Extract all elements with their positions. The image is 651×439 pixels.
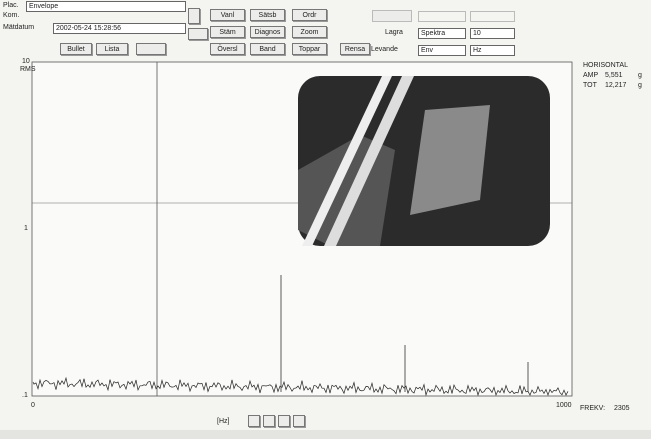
toolbar-button[interactable]: Sätsb — [250, 9, 285, 21]
toolbar-button[interactable]: Stäm — [210, 26, 245, 38]
freq-label: FREKV: — [580, 405, 605, 412]
nav-button[interactable] — [278, 415, 290, 427]
y-label: 10 — [22, 58, 30, 65]
spectrum-plot: 10 RMS 1 .1 0 1000 [Hz] HORISONTAL AMP 5… — [0, 0, 651, 439]
toolbar-button[interactable]: Bullet — [60, 43, 92, 55]
toolbar-button[interactable]: Zoom — [292, 26, 327, 38]
readout-value: 5,551 — [605, 72, 623, 79]
readout-unit: g — [638, 72, 642, 79]
app-window: Plac. Envelope Kom. Mätdatum 2002-05-24 … — [0, 0, 651, 439]
toolbar-button[interactable]: Ordr — [292, 9, 327, 21]
readout-value: 12,217 — [605, 82, 627, 89]
nav-button[interactable] — [263, 415, 275, 427]
nav-button[interactable] — [293, 415, 305, 427]
toolbar-button[interactable]: Vanl — [210, 9, 245, 21]
toolbar-button[interactable]: Lista — [96, 43, 128, 55]
status-bar — [0, 430, 651, 439]
nav-button[interactable] — [248, 415, 260, 427]
readout-title: HORISONTAL — [583, 62, 628, 69]
x-unit: [Hz] — [217, 418, 230, 425]
x-label: 0 — [31, 402, 35, 409]
readout-label: AMP — [583, 72, 599, 79]
toolbar-button[interactable]: Toppar — [292, 43, 327, 55]
y-unit: RMS — [20, 66, 36, 73]
readout-label: TOT — [583, 82, 598, 89]
freq-value: 2305 — [614, 405, 630, 412]
toolbar-button[interactable]: Diagnos — [250, 26, 285, 38]
readout-unit: g — [638, 82, 642, 89]
x-label: 1000 — [556, 402, 572, 409]
toolbar-button[interactable]: Band — [250, 43, 285, 55]
toolbar-button[interactable]: Översl — [210, 43, 245, 55]
y-label: .1 — [22, 392, 28, 399]
toolbar-button[interactable]: Rensa — [340, 43, 370, 55]
y-label: 1 — [24, 225, 28, 232]
